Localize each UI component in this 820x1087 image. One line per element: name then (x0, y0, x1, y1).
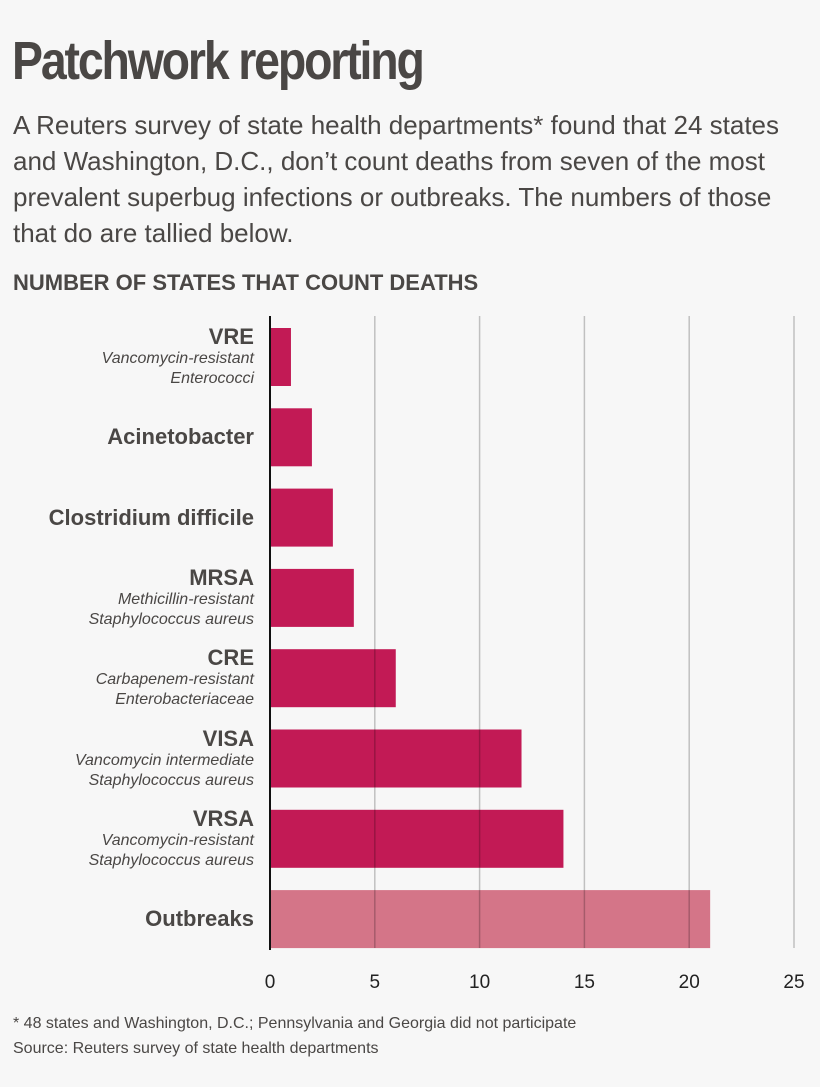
category-description: Vancomycin intermediate (74, 751, 254, 769)
x-tick-label: 5 (370, 972, 381, 993)
category-name: CRE (207, 645, 254, 671)
bar-2 (270, 408, 312, 467)
footnote: * 48 states and Washington, D.C.; Pennsy… (13, 1015, 577, 1032)
category-name: Outbreaks (145, 906, 254, 932)
category-name: MRSA (189, 564, 254, 590)
category-name: VISA (202, 725, 254, 751)
bar-1 (270, 328, 291, 386)
bar-8 (270, 890, 711, 949)
x-tick-label: 25 (783, 972, 804, 993)
category-name: Clostridium difficile (48, 504, 254, 530)
category-description: Staphylococcus aureus (88, 851, 254, 869)
category-description: Staphylococcus aureus (88, 610, 254, 628)
chart-title: NUMBER OF STATES THAT COUNT DEATHS (13, 270, 479, 295)
page-title: Patchwork reporting (12, 31, 425, 91)
category-label: VISA Vancomycin intermediate Staphylococcu… (74, 725, 254, 791)
category-name: VRSA (192, 805, 254, 831)
category-description: Vancomycin-resistant (101, 831, 254, 849)
category-label: Outbreaks (145, 907, 254, 931)
category-label: Clostridium difficile (48, 504, 254, 530)
category-description: Staphylococcus aureus (88, 771, 254, 789)
category-description: Carbapenem-resistant (95, 671, 254, 689)
bar-5 (270, 649, 396, 708)
category-description: Enterobacteriaceae (115, 691, 254, 709)
category-label: Acinetobacter (107, 425, 254, 449)
bar-4 (270, 568, 354, 627)
category-description: Vancomycin-resistant (101, 350, 254, 367)
bar-7 (270, 809, 564, 868)
category-label: MRSA Methicillin-resistant Staphylococcus … (88, 564, 254, 630)
category-name: VRE (208, 324, 254, 349)
bar-6 (270, 729, 522, 788)
category-label: VRSA Vancomycin-resistant Staphylococcus a… (88, 805, 254, 871)
subtitle: A Reuters survey of state health departm… (13, 110, 780, 248)
category-description: Enterococci (170, 370, 254, 387)
category-description: Methicillin-resistant (117, 590, 254, 608)
x-tick-label: 15 (574, 972, 595, 993)
x-tick-label: 20 (679, 972, 700, 993)
category-name: Acinetobacter (107, 424, 254, 450)
category-label: CRE Carbapenem-resistant Enterobacteriacea… (96, 646, 254, 710)
bar-3 (270, 488, 333, 547)
category-label: VRE Vancomycin-resistant Enterococci (102, 325, 254, 389)
source: Source: Reuters survey of state health d… (13, 1040, 379, 1057)
x-tick-label: 0 (265, 972, 276, 993)
x-tick-label: 10 (469, 972, 490, 993)
